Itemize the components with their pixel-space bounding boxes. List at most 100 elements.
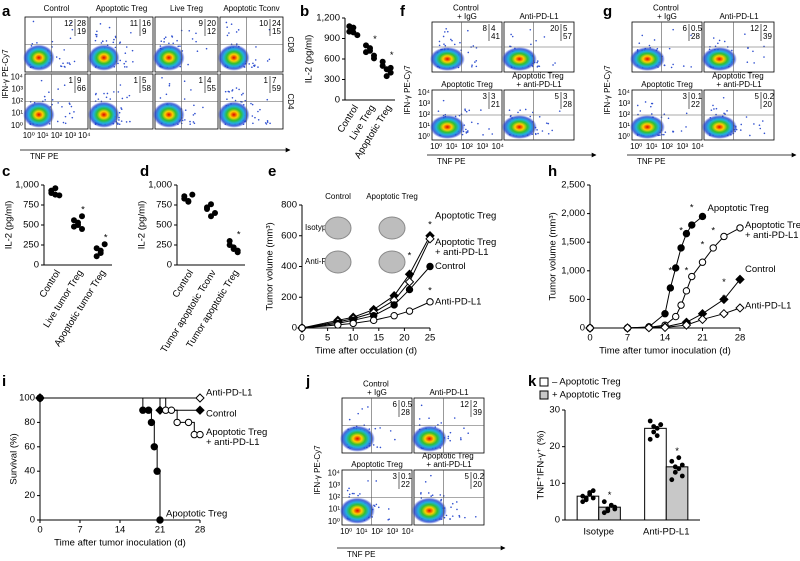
- density-dot: [202, 106, 204, 109]
- density-cloud: [701, 115, 737, 139]
- density-cloud: [218, 44, 250, 71]
- density-dot: [118, 42, 121, 44]
- density-dot: [63, 49, 65, 51]
- x-tick-label: 28: [195, 525, 206, 536]
- quadrant-value: 12: [64, 19, 73, 28]
- density-dot: [108, 26, 111, 29]
- density-dot: [191, 38, 194, 40]
- legend-label: + Apoptotic Treg: [552, 390, 621, 401]
- x-tick-label: 10²: [461, 142, 473, 151]
- quadrant-value: 20: [473, 480, 482, 489]
- quadrant-value: 1: [134, 76, 139, 85]
- significance: *: [722, 277, 726, 288]
- y-tick-label: 10²: [418, 110, 430, 119]
- significance: *: [237, 230, 241, 241]
- density-dot: [444, 44, 447, 47]
- dot: [371, 55, 377, 62]
- density-dot: [105, 40, 108, 42]
- density-dot: [254, 116, 256, 119]
- density-dot: [242, 92, 244, 95]
- quadrant-value: 39: [473, 408, 482, 417]
- density-dot: [376, 446, 379, 448]
- density-dot: [121, 97, 124, 100]
- density-dot: [447, 435, 450, 438]
- plot-title: Apoptotic Treg + anti-PD-L1: [422, 452, 476, 469]
- density-dot: [183, 80, 186, 83]
- y-axis-label: IFN-γ PE-Cy7: [313, 445, 322, 495]
- text-line: Apoptotic Treg: [422, 452, 476, 461]
- density-cloud: [339, 497, 375, 524]
- density-dot: [40, 79, 43, 82]
- density-cloud: [23, 101, 55, 128]
- y-tick-label: 80: [24, 417, 35, 428]
- density-dot: [56, 120, 59, 123]
- density-dot: [519, 109, 521, 112]
- density-dot: [639, 110, 642, 112]
- dot: [97, 247, 104, 254]
- significance: *: [428, 220, 432, 231]
- density-dot: [130, 31, 132, 34]
- y-tick-label: 2,000: [561, 208, 585, 219]
- marker: [426, 298, 434, 306]
- density-dot: [266, 98, 269, 101]
- legend-swatch: [539, 390, 549, 400]
- density-dot: [238, 88, 240, 91]
- density-dot: [164, 36, 167, 38]
- marker: [150, 443, 158, 451]
- density-cloud: [153, 44, 185, 71]
- dot: [679, 473, 685, 479]
- y-axis-label: IFN-γ PE-Cy7: [403, 65, 412, 115]
- dot: [647, 436, 653, 442]
- density-dot: [228, 32, 230, 34]
- quadrant-value: 4: [207, 76, 212, 85]
- marker: [736, 224, 744, 232]
- x-tick-label: 10⁴: [692, 142, 705, 151]
- x-tick-label: 7: [625, 333, 630, 344]
- density-dot: [168, 42, 170, 45]
- marker: [661, 310, 669, 318]
- density-dot: [124, 52, 127, 55]
- density-dot: [351, 492, 354, 495]
- density-dot: [266, 60, 269, 62]
- quadrant-value: 1: [69, 76, 74, 85]
- plot-title: Anti-PD-L1: [519, 12, 559, 21]
- y-tick-label: 10¹: [418, 121, 430, 130]
- quadrant-value: 1: [199, 76, 204, 85]
- dot: [185, 198, 192, 205]
- density-dot: [508, 109, 511, 112]
- y-axis-label: IFN-γ PE-Cy7: [1, 49, 10, 99]
- density-dot: [189, 120, 191, 123]
- y-tick-label: 40: [24, 466, 35, 477]
- dot: [234, 249, 241, 256]
- y-tick-label: 10⁰: [328, 517, 340, 526]
- density-dot: [57, 102, 59, 104]
- y-tick-label: 600: [281, 230, 297, 241]
- density-dot: [106, 92, 109, 95]
- y-tick-label: 10²: [328, 493, 340, 502]
- density-dot: [471, 64, 473, 66]
- density-dot: [367, 480, 369, 482]
- dot: [212, 210, 218, 216]
- density-dot: [682, 65, 685, 67]
- quadrant-value: 3: [491, 92, 496, 101]
- density-dot: [372, 444, 375, 446]
- density-dot: [482, 134, 484, 136]
- quadrant-value: 12: [750, 24, 759, 33]
- x-tick-label: 10²: [661, 142, 673, 151]
- density-dot: [740, 123, 743, 126]
- density-dot: [718, 39, 721, 42]
- density-dot: [420, 491, 422, 494]
- quadrant-value: 10: [259, 19, 268, 28]
- y-tick-label: 10⁰: [618, 132, 630, 141]
- density-dot: [195, 40, 197, 43]
- density-dot: [117, 91, 120, 93]
- quadrant-value: 5: [465, 472, 470, 481]
- text-line: Apoptotic Treg: [745, 220, 800, 231]
- plot-title: Live Treg: [170, 4, 203, 13]
- dot: [654, 433, 660, 439]
- density-dot: [168, 84, 171, 87]
- y-tick-label: 10¹: [618, 121, 630, 130]
- density-dot: [120, 107, 122, 109]
- x-tick-label: 10⁴: [492, 142, 505, 151]
- density-dot: [458, 516, 461, 518]
